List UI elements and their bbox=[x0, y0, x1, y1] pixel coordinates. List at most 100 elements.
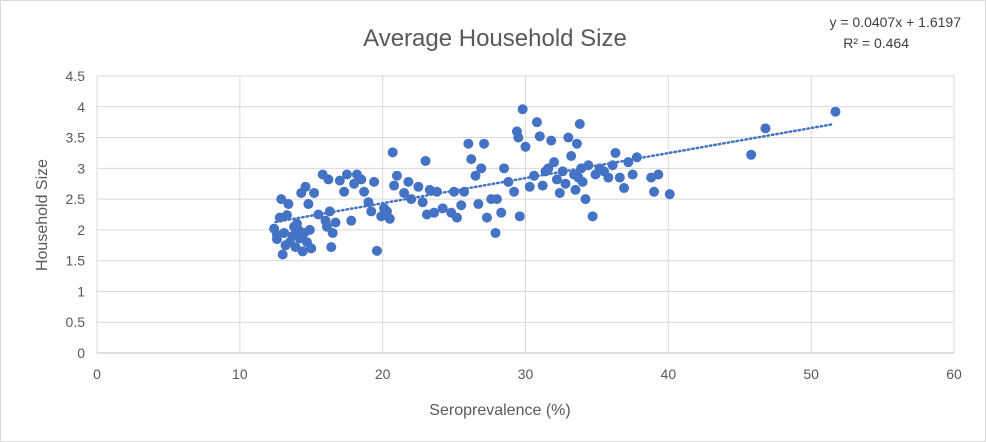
data-point bbox=[413, 181, 424, 192]
y-tick-label: 4 bbox=[77, 99, 85, 115]
data-point bbox=[297, 246, 308, 257]
data-point bbox=[546, 135, 557, 146]
data-point bbox=[306, 243, 317, 254]
y-axis-title: Household Size bbox=[34, 159, 51, 271]
data-point bbox=[470, 170, 481, 181]
data-point bbox=[359, 186, 370, 197]
data-point bbox=[323, 174, 334, 185]
trendline-equation: y = 0.0407x + 1.6197 bbox=[829, 14, 961, 30]
data-point bbox=[339, 186, 350, 197]
y-tick-label: 0.5 bbox=[66, 314, 86, 330]
x-tick-label: 60 bbox=[946, 366, 962, 382]
data-point bbox=[277, 249, 288, 260]
data-point bbox=[313, 209, 324, 220]
y-axis-tick-labels: 0 0.5 1 1.5 2 2.5 3 3.5 4 4.5 bbox=[66, 68, 86, 361]
data-point bbox=[610, 147, 621, 158]
data-point bbox=[326, 242, 337, 253]
data-point bbox=[431, 186, 442, 197]
data-point bbox=[341, 169, 352, 180]
data-point bbox=[473, 199, 484, 210]
data-point bbox=[399, 187, 410, 198]
data-point bbox=[524, 181, 535, 192]
data-point bbox=[330, 217, 341, 228]
data-point bbox=[664, 189, 675, 200]
data-point bbox=[304, 224, 315, 235]
data-point bbox=[283, 199, 294, 210]
data-point bbox=[281, 210, 292, 221]
data-point bbox=[549, 157, 560, 168]
data-point bbox=[580, 194, 591, 205]
data-point bbox=[346, 215, 357, 226]
gridlines bbox=[96, 75, 955, 354]
data-point bbox=[420, 155, 431, 166]
data-point bbox=[279, 227, 290, 238]
x-tick-label: 20 bbox=[375, 366, 391, 382]
data-point bbox=[514, 211, 525, 222]
trendline bbox=[274, 123, 834, 224]
data-point bbox=[417, 197, 428, 208]
y-tick-label: 3 bbox=[77, 160, 85, 176]
data-point bbox=[369, 176, 380, 187]
data-point bbox=[570, 184, 581, 195]
data-point bbox=[451, 212, 462, 223]
data-point bbox=[356, 174, 367, 185]
data-point bbox=[551, 174, 562, 185]
x-tick-label: 0 bbox=[93, 366, 101, 382]
data-point bbox=[627, 169, 638, 180]
data-point bbox=[520, 141, 531, 152]
x-axis-tick-labels: 0 10 20 30 40 50 60 bbox=[93, 366, 962, 382]
data-point bbox=[366, 206, 377, 217]
data-point bbox=[653, 169, 664, 180]
data-point bbox=[476, 163, 487, 174]
data-point bbox=[760, 123, 771, 134]
data-point bbox=[574, 119, 585, 130]
x-tick-label: 40 bbox=[661, 366, 677, 382]
data-point bbox=[583, 160, 594, 171]
y-tick-label: 1.5 bbox=[66, 253, 86, 269]
data-point bbox=[389, 180, 400, 191]
data-point bbox=[830, 106, 841, 117]
data-point bbox=[560, 178, 571, 189]
x-tick-label: 30 bbox=[518, 366, 534, 382]
data-point bbox=[479, 138, 490, 149]
data-point bbox=[334, 175, 345, 186]
y-tick-label: 2.5 bbox=[66, 191, 86, 207]
data-point bbox=[300, 181, 311, 192]
data-point bbox=[513, 132, 524, 143]
data-point bbox=[276, 194, 287, 205]
data-point bbox=[437, 203, 448, 214]
data-point bbox=[387, 147, 398, 158]
y-tick-label: 0 bbox=[77, 345, 85, 361]
data-point bbox=[619, 183, 630, 194]
data-point bbox=[571, 138, 582, 149]
data-point bbox=[603, 172, 614, 183]
trendline-r-squared: R² = 0.464 bbox=[843, 35, 909, 51]
data-point bbox=[491, 194, 502, 205]
data-point bbox=[490, 227, 501, 238]
data-point bbox=[466, 154, 477, 165]
trendline-path bbox=[274, 123, 834, 224]
data-point bbox=[309, 187, 320, 198]
data-point bbox=[509, 186, 520, 197]
data-point bbox=[456, 200, 467, 211]
data-point bbox=[566, 151, 577, 162]
data-point bbox=[371, 245, 382, 256]
data-point bbox=[429, 207, 440, 218]
x-tick-label: 50 bbox=[803, 366, 819, 382]
y-tick-label: 3.5 bbox=[66, 130, 86, 146]
chart-title: Average Household Size bbox=[363, 25, 627, 52]
y-tick-label: 2 bbox=[77, 222, 85, 238]
data-point bbox=[534, 131, 545, 142]
data-point bbox=[384, 213, 395, 224]
data-point bbox=[496, 207, 507, 218]
data-points bbox=[269, 104, 841, 260]
data-point bbox=[537, 180, 548, 191]
data-point bbox=[746, 149, 757, 160]
data-point bbox=[577, 176, 588, 187]
y-tick-label: 4.5 bbox=[66, 68, 86, 84]
data-point bbox=[391, 170, 402, 181]
data-point bbox=[463, 138, 474, 149]
data-point bbox=[481, 212, 492, 223]
